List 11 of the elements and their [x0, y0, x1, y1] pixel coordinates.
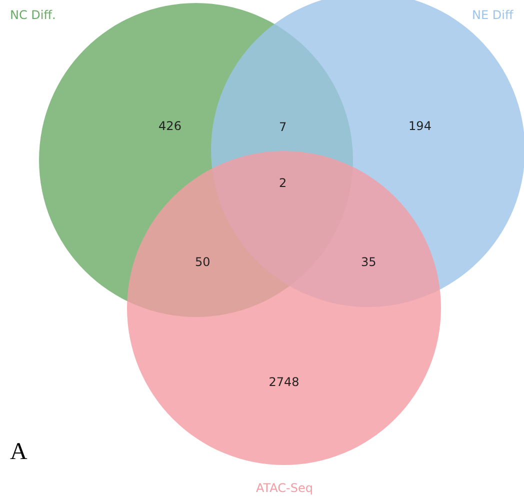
text: 2: [279, 176, 287, 190]
data-label: 194: [408, 119, 432, 133]
text: 7: [279, 120, 287, 134]
category-label: NC Diff.: [10, 8, 56, 22]
category-label: ATAC-Seq: [256, 481, 313, 495]
data-label: 2748: [268, 375, 300, 389]
data-label: 426: [158, 119, 182, 133]
text: 35: [361, 255, 376, 269]
text: 50: [195, 255, 210, 269]
text: A: [10, 439, 28, 465]
category-label: NE Diff: [472, 8, 514, 22]
